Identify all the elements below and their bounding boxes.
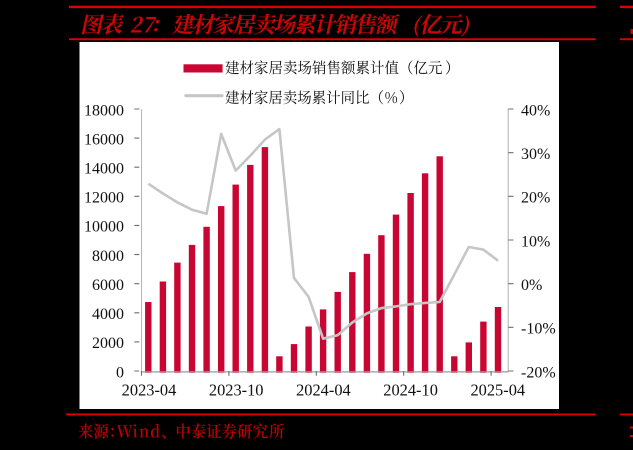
svg-text:2023-10: 2023-10 bbox=[209, 381, 264, 400]
svg-text:6000: 6000 bbox=[92, 277, 124, 294]
svg-text:2000: 2000 bbox=[92, 335, 124, 352]
svg-text:-20%: -20% bbox=[521, 364, 556, 381]
svg-text:4000: 4000 bbox=[92, 306, 124, 323]
svg-text:-10%: -10% bbox=[521, 321, 556, 338]
svg-text:10000: 10000 bbox=[84, 219, 124, 236]
svg-text:2025-04: 2025-04 bbox=[470, 381, 525, 400]
svg-text:10%: 10% bbox=[521, 233, 550, 250]
svg-text:20%: 20% bbox=[521, 190, 550, 207]
svg-text:0%: 0% bbox=[521, 277, 542, 294]
svg-text:14000: 14000 bbox=[84, 161, 124, 178]
svg-text:18000: 18000 bbox=[84, 102, 124, 119]
svg-text:2023-04: 2023-04 bbox=[122, 381, 177, 400]
svg-text:2024-04: 2024-04 bbox=[296, 381, 351, 400]
svg-text:2024-10: 2024-10 bbox=[383, 381, 438, 400]
svg-text:40%: 40% bbox=[521, 102, 550, 119]
svg-text:8000: 8000 bbox=[92, 248, 124, 265]
svg-text:30%: 30% bbox=[521, 146, 550, 163]
svg-text:16000: 16000 bbox=[84, 131, 124, 148]
svg-text:0: 0 bbox=[116, 364, 124, 381]
svg-text:12000: 12000 bbox=[84, 190, 124, 207]
